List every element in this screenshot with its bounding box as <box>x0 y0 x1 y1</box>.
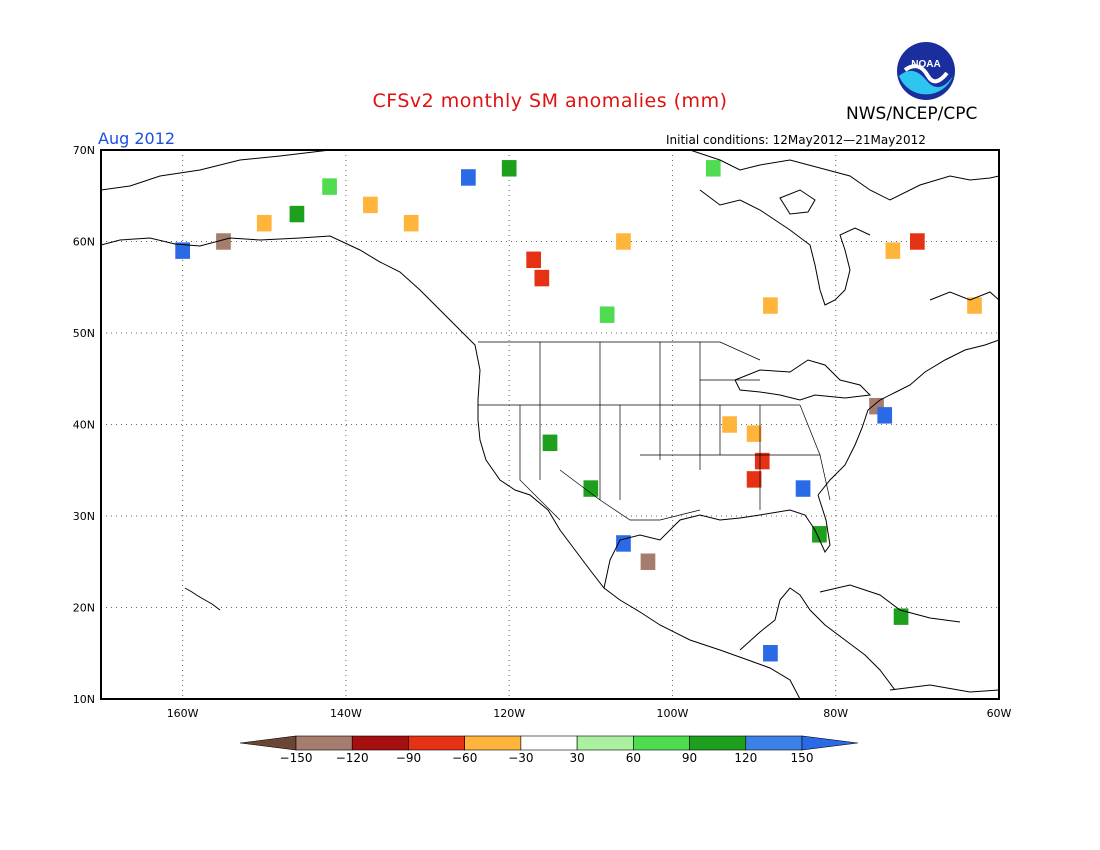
colorbar-left-arrow <box>239 735 297 751</box>
colorbar-segment <box>351 735 409 751</box>
lat-tick-label: 20N <box>73 602 95 615</box>
colorbar-label: 120 <box>734 751 757 765</box>
colorbar-segment <box>295 735 353 751</box>
anomaly-cell <box>705 160 721 177</box>
anomaly-cells <box>175 160 982 662</box>
colorbar-segment <box>464 735 522 751</box>
colorbar-segment <box>576 735 634 751</box>
colorbar-label: −150 <box>280 751 313 765</box>
colorbar-segment <box>408 735 465 751</box>
anomaly-cell <box>616 233 631 250</box>
colorbar-label: 150 <box>791 751 814 765</box>
anomaly-cell <box>746 471 762 488</box>
lon-tick-label: 140W <box>330 707 362 720</box>
map-title: CFSv2 monthly SM anomalies (mm) <box>372 90 728 112</box>
colorbar-label: −90 <box>396 751 421 765</box>
anomaly-cell <box>722 416 737 433</box>
anomaly-cell <box>403 214 419 232</box>
colorbar: −150 −120 −90 −60 −30 30 60 90 120 150 <box>239 735 859 765</box>
anomaly-cell <box>763 297 778 314</box>
anomaly-cell <box>910 233 925 250</box>
anomaly-cell <box>877 407 893 424</box>
anomaly-cell <box>795 480 811 497</box>
noaa-logo: NOAA <box>897 42 955 100</box>
colorbar-segment <box>689 735 747 751</box>
valid-month-label: Aug 2012 <box>98 129 176 148</box>
anomaly-cell <box>322 178 337 195</box>
anomaly-cell <box>542 434 558 452</box>
anomaly-cell <box>175 242 190 259</box>
lat-tick-label: 40N <box>73 419 95 432</box>
lon-tick-label: 100W <box>657 707 689 720</box>
colorbar-segment <box>633 735 690 751</box>
anomaly-cell <box>599 306 615 323</box>
lat-tick-label: 60N <box>73 236 95 249</box>
colorbar-label: 30 <box>569 751 584 765</box>
anomaly-cell <box>885 242 901 259</box>
anomaly-cell <box>967 297 982 314</box>
lat-tick-label: 30N <box>73 510 95 523</box>
anomaly-cell <box>583 480 599 497</box>
state-borders <box>478 341 831 521</box>
anomaly-cell <box>256 214 272 232</box>
anomaly-cell <box>640 553 656 570</box>
colorbar-label: 60 <box>626 751 641 765</box>
anomaly-cell <box>893 608 909 625</box>
lat-tick-label: 10N <box>73 693 95 706</box>
organization-label: NWS/NCEP/CPC <box>846 104 978 124</box>
lon-tick-label: 160W <box>167 707 199 720</box>
anomaly-cell <box>216 233 231 250</box>
colorbar-label: 90 <box>682 751 697 765</box>
anomaly-cell <box>289 205 305 223</box>
colorbar-label: −60 <box>452 751 477 765</box>
anomaly-cell <box>461 169 476 186</box>
anomaly-cell <box>812 526 827 543</box>
colorbar-label: −30 <box>508 751 533 765</box>
lon-tick-label: 80W <box>823 707 848 720</box>
lat-tick-label: 70N <box>73 144 95 157</box>
lon-tick-label: 60W <box>987 707 1012 720</box>
map-frame <box>100 149 1000 700</box>
lat-tick-label: 50N <box>73 327 95 340</box>
anomaly-cell <box>526 251 542 269</box>
noaa-logo-text: NOAA <box>911 59 940 70</box>
initial-conditions-label: Initial conditions: 12May2012—21May2012 <box>666 133 926 147</box>
colorbar-right-arrow <box>801 735 859 751</box>
anomaly-cell <box>616 535 631 552</box>
colorbar-label: −120 <box>336 751 369 765</box>
colorbar-segment <box>745 735 803 751</box>
colorbar-segment <box>520 735 578 751</box>
anomaly-cell <box>534 269 550 287</box>
anomaly-cell <box>746 425 762 442</box>
lon-tick-label: 120W <box>493 707 525 720</box>
anomaly-cell <box>763 645 778 662</box>
anomaly-cell <box>501 160 517 177</box>
anomaly-cell <box>754 452 770 470</box>
anomaly-cell <box>363 196 378 214</box>
coastlines <box>101 150 999 699</box>
